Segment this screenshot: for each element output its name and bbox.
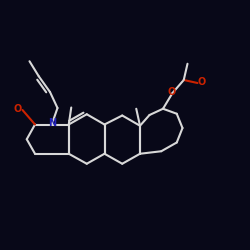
Text: O: O	[167, 87, 175, 97]
Text: O: O	[198, 77, 206, 87]
Text: N: N	[48, 118, 56, 128]
Text: O: O	[14, 104, 22, 114]
